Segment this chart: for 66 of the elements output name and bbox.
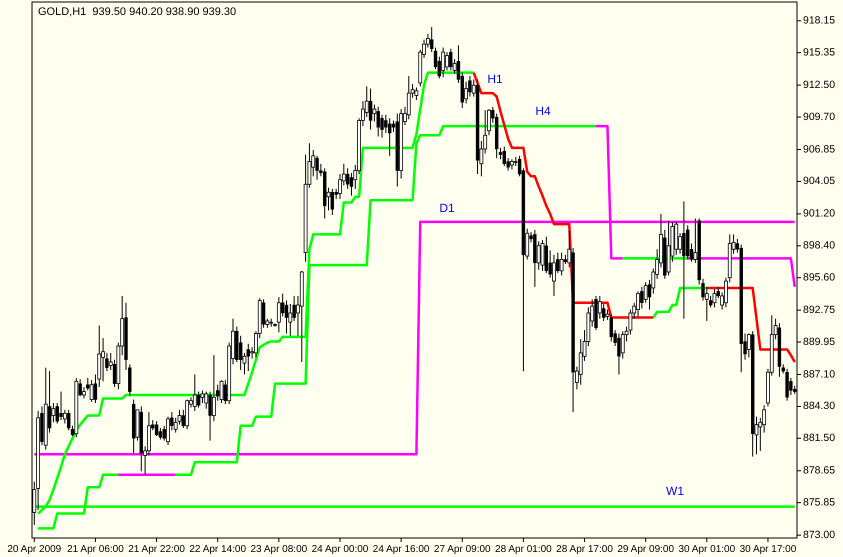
y-tick-label: 889.95 bbox=[803, 336, 836, 348]
y-tick-label: 878.65 bbox=[803, 464, 836, 477]
annotation: H1 bbox=[487, 72, 503, 86]
x-tick-label: 21 Apr 22:00 bbox=[128, 544, 186, 555]
candlestick bbox=[502, 146, 506, 167]
x-tick-label: 28 Apr 01:00 bbox=[495, 544, 552, 555]
candlestick bbox=[610, 314, 613, 342]
candlestick bbox=[166, 416, 170, 446]
x-tick-label: 27 Apr 09:00 bbox=[434, 544, 492, 555]
candlestick bbox=[617, 333, 621, 376]
y-tick-label: 912.50 bbox=[803, 78, 836, 91]
y-tick-label: 909.70 bbox=[803, 110, 836, 123]
candlestick bbox=[238, 335, 242, 370]
y-tick-label: 904.05 bbox=[803, 175, 836, 188]
candlestick bbox=[441, 47, 446, 78]
candlestick bbox=[276, 296, 281, 333]
candlestick bbox=[712, 288, 716, 308]
x-tick-label: 28 Apr 17:00 bbox=[556, 544, 614, 555]
candlestick bbox=[196, 391, 200, 408]
candlestick bbox=[82, 386, 86, 399]
x-tick-label: 30 Apr 01:00 bbox=[678, 544, 736, 555]
y-tick-label: 873.00 bbox=[803, 528, 836, 541]
x-tick-label: 22 Apr 14:00 bbox=[189, 544, 246, 555]
annotation: D1 bbox=[439, 201, 455, 216]
x-tick-label: 23 Apr 08:00 bbox=[250, 544, 308, 555]
candlestick bbox=[59, 391, 63, 421]
candlestick bbox=[682, 200, 686, 320]
x-tick-label: 20 Apr 2009 bbox=[7, 544, 62, 555]
x-tick-label: 24 Apr 00:00 bbox=[312, 544, 369, 555]
candlestick bbox=[510, 158, 514, 170]
y-tick-label: 881.50 bbox=[803, 432, 836, 444]
x-tick-label: 21 Apr 06:00 bbox=[67, 544, 124, 555]
candlestick bbox=[200, 390, 204, 404]
y-tick-label: 887.10 bbox=[803, 368, 836, 380]
y-tick-label: 895.60 bbox=[803, 271, 836, 284]
candlestick bbox=[449, 48, 452, 71]
candlestick bbox=[212, 354, 216, 422]
candlestick bbox=[330, 188, 334, 216]
annotation: W1 bbox=[666, 484, 684, 498]
y-tick-label: 884.30 bbox=[803, 400, 836, 412]
x-tick-label: 29 Apr 09:00 bbox=[617, 544, 674, 555]
y-tick-label: 918.15 bbox=[803, 14, 836, 27]
candlestick bbox=[376, 106, 380, 137]
candlestick bbox=[220, 380, 224, 404]
candlestick bbox=[154, 420, 158, 437]
x-tick-label: 24 Apr 16:00 bbox=[372, 544, 430, 555]
candlestick bbox=[90, 380, 94, 402]
x-tick-label: 30 Apr 17:00 bbox=[740, 544, 797, 555]
annotation: H4 bbox=[535, 104, 551, 118]
candlestick bbox=[388, 118, 392, 156]
candlestick bbox=[636, 290, 640, 317]
candlestick bbox=[246, 343, 250, 372]
candlestick bbox=[414, 86, 418, 100]
y-tick-label: 901.20 bbox=[803, 208, 836, 220]
y-tick-label: 898.40 bbox=[803, 240, 836, 252]
y-tick-label: 875.85 bbox=[803, 496, 836, 508]
candlestick bbox=[540, 240, 544, 272]
candlestick bbox=[560, 252, 564, 276]
candlestick bbox=[445, 52, 449, 71]
chart-title: GOLD,H1 939.50 940.20 938.90 939.30 bbox=[38, 6, 236, 18]
candlestick bbox=[552, 254, 556, 296]
candlestick bbox=[368, 88, 372, 130]
y-tick-label: 915.35 bbox=[803, 46, 836, 58]
y-tick-label: 906.85 bbox=[803, 143, 836, 156]
candlestick bbox=[192, 374, 197, 412]
y-tick-label: 892.75 bbox=[803, 304, 836, 316]
